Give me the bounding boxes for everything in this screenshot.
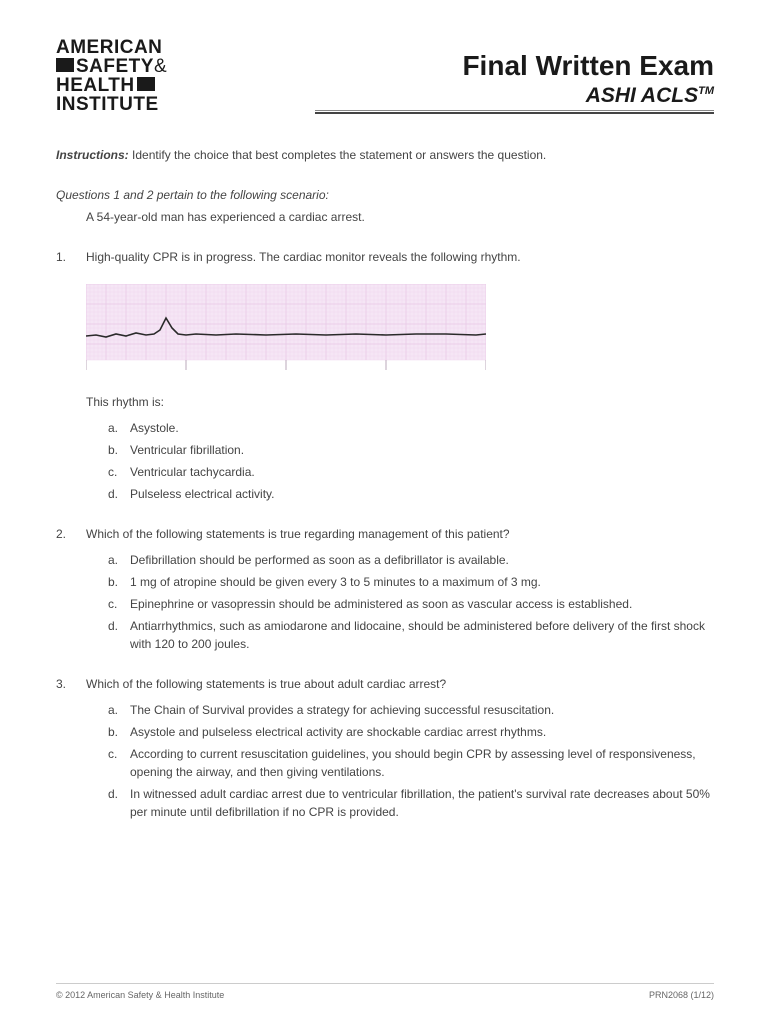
question-number: 3. xyxy=(56,675,86,693)
instructions: Instructions: Identify the choice that b… xyxy=(56,146,714,164)
option-b: b.Asystole and pulseless electrical acti… xyxy=(108,723,714,741)
q2-options: a.Defibrillation should be performed as … xyxy=(108,551,714,653)
scenario-heading: Questions 1 and 2 pertain to the followi… xyxy=(56,186,714,204)
question-text: Which of the following statements is tru… xyxy=(86,675,714,693)
option-d: d.Pulseless electrical activity. xyxy=(108,485,714,503)
footer-docid: PRN2068 (1/12) xyxy=(649,990,714,1000)
option-d: d.Antiarrhythmics, such as amiodarone an… xyxy=(108,617,714,653)
logo-line2: SAFETY& xyxy=(56,57,167,76)
question-number: 2. xyxy=(56,525,86,543)
question-text: Which of the following statements is tru… xyxy=(86,525,714,543)
option-d: d.In witnessed adult cardiac arrest due … xyxy=(108,785,714,821)
option-b: b.Ventricular fibrillation. xyxy=(108,441,714,459)
option-c: c.Ventricular tachycardia. xyxy=(108,463,714,481)
exam-content: Instructions: Identify the choice that b… xyxy=(56,146,714,821)
logo-line4: INSTITUTE xyxy=(56,95,167,114)
logo-block-icon xyxy=(56,58,74,72)
question-1: 1. High-quality CPR is in progress. The … xyxy=(56,248,714,266)
ashi-logo: AMERICAN SAFETY& HEALTH INSTITUTE xyxy=(56,38,167,114)
option-b: b.1 mg of atropine should be given every… xyxy=(108,573,714,591)
question-3: 3. Which of the following statements is … xyxy=(56,675,714,693)
option-c: c.Epinephrine or vasopressin should be a… xyxy=(108,595,714,613)
title-block: Final Written Exam ASHI ACLSTM xyxy=(187,50,714,114)
option-a: a.Asystole. xyxy=(108,419,714,437)
logo-block-icon xyxy=(137,77,155,91)
question-text: High-quality CPR is in progress. The car… xyxy=(86,248,714,266)
option-a: a.The Chain of Survival provides a strat… xyxy=(108,701,714,719)
ecg-rhythm-strip xyxy=(86,284,486,370)
logo-line3: HEALTH xyxy=(56,76,167,95)
option-a: a.Defibrillation should be performed as … xyxy=(108,551,714,569)
exam-title: Final Written Exam xyxy=(187,50,714,82)
scenario-text: A 54-year-old man has experienced a card… xyxy=(86,208,714,226)
question-2: 2. Which of the following statements is … xyxy=(56,525,714,543)
page-header: AMERICAN SAFETY& HEALTH INSTITUTE Final … xyxy=(56,38,714,118)
header-rule xyxy=(315,110,714,114)
q3-options: a.The Chain of Survival provides a strat… xyxy=(108,701,714,821)
instructions-label: Instructions: xyxy=(56,148,129,162)
footer-copyright: © 2012 American Safety & Health Institut… xyxy=(56,990,224,1000)
instructions-text: Identify the choice that best completes … xyxy=(132,148,546,162)
option-c: c.According to current resuscitation gui… xyxy=(108,745,714,781)
question-number: 1. xyxy=(56,248,86,266)
q1-options: a.Asystole. b.Ventricular fibrillation. … xyxy=(108,419,714,503)
logo-line1: AMERICAN xyxy=(56,38,167,57)
q1-stem: This rhythm is: xyxy=(86,393,714,411)
page-footer: © 2012 American Safety & Health Institut… xyxy=(56,983,714,1000)
exam-subtitle: ASHI ACLSTM xyxy=(187,84,714,108)
